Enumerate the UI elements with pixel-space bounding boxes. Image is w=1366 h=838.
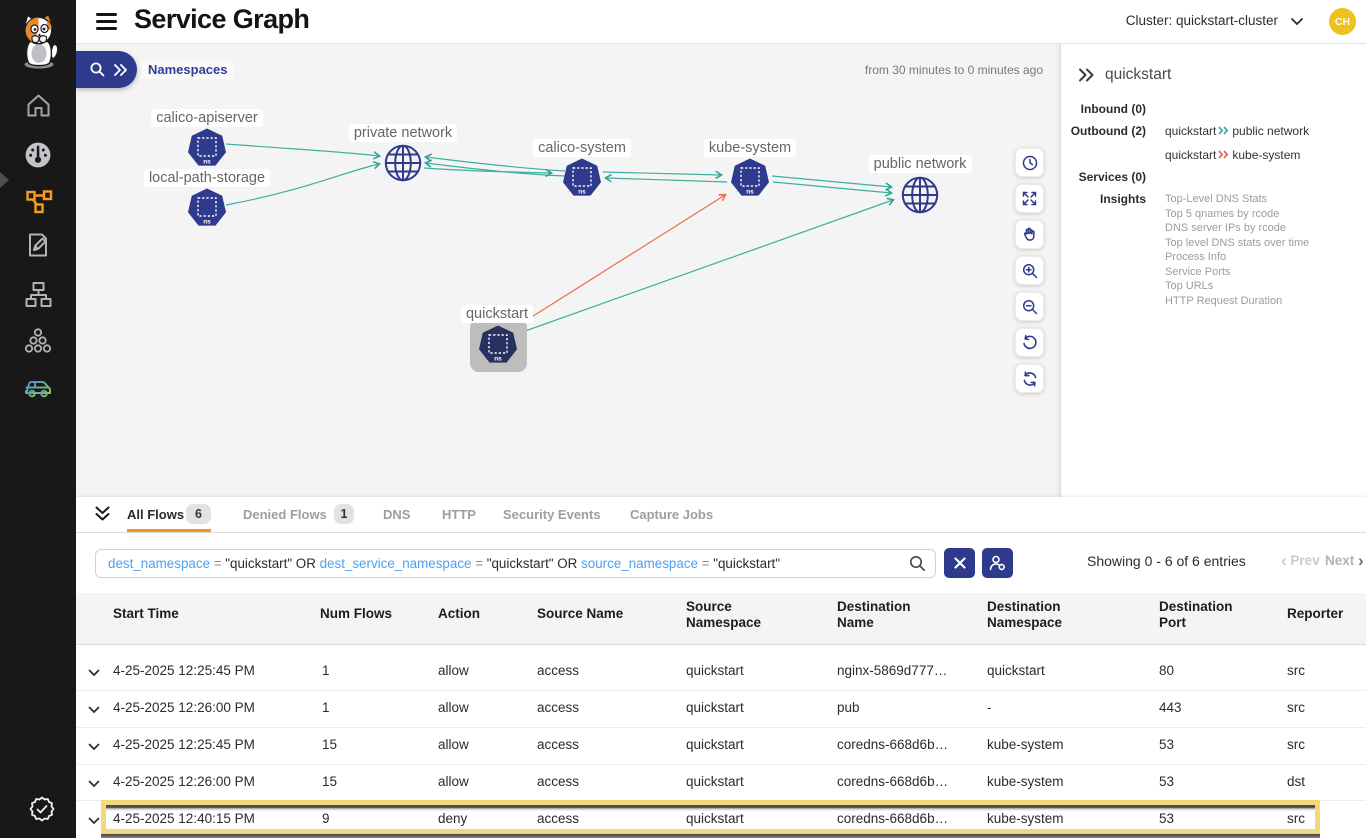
- svg-text:ns: ns: [494, 356, 502, 363]
